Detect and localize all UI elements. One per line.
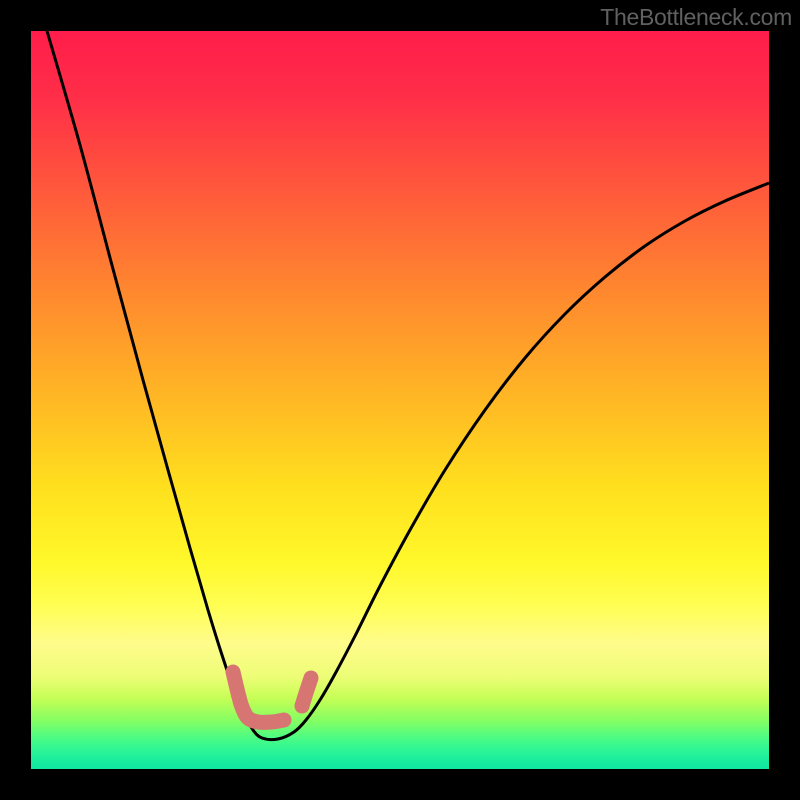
outer-frame: TheBottleneck.com — [0, 0, 800, 800]
gradient-background — [31, 31, 769, 769]
highlight-blob-1 — [302, 678, 311, 706]
attribution-text: TheBottleneck.com — [600, 4, 792, 31]
plot-svg — [31, 31, 769, 769]
